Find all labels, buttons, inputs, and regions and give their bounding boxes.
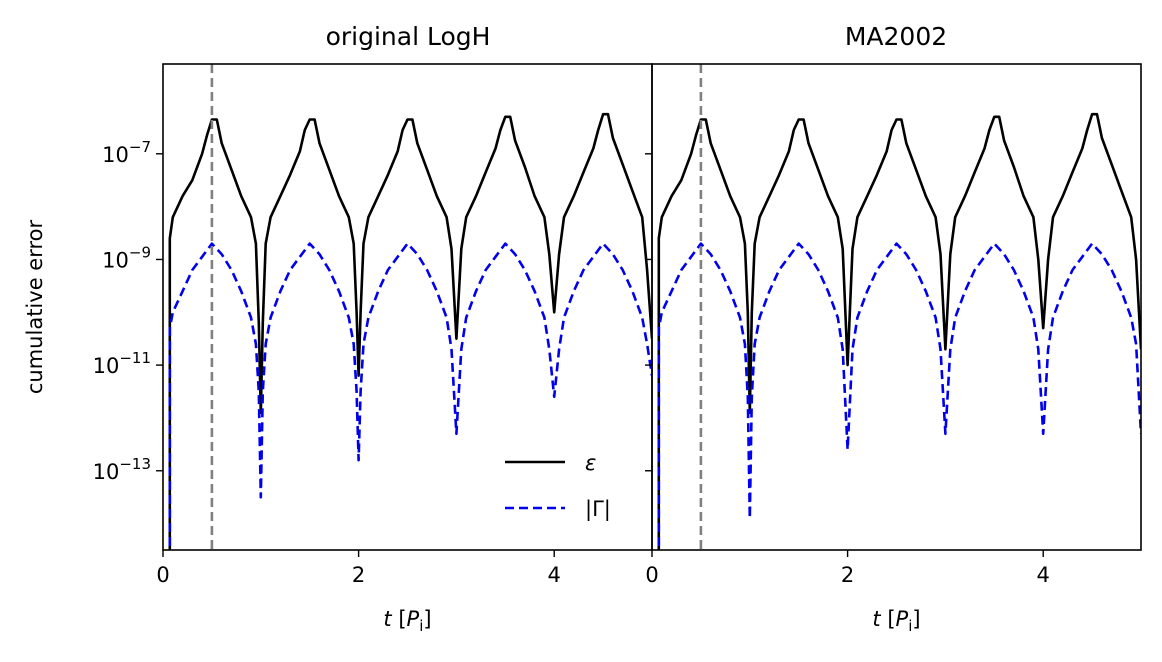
plot-area — [168, 64, 652, 550]
x-tick-label: 0 — [645, 563, 658, 587]
x-tick-label: 2 — [352, 563, 365, 587]
x-axis-label: t [Pi] — [383, 607, 431, 635]
y-tick-label: 10−13 — [93, 455, 151, 484]
x-tick-label: 4 — [1037, 563, 1050, 587]
legend-gamma-label: |Γ| — [585, 497, 611, 522]
axes-frame — [162, 63, 653, 551]
x-tick-label: 2 — [841, 563, 854, 587]
y-axis-label: cumulative error — [23, 220, 47, 395]
x-axis-label: t [Pi] — [872, 607, 920, 635]
x-tick-label: 0 — [156, 563, 169, 587]
x-tick-label: 4 — [548, 563, 561, 587]
legend-epsilon-label: ε — [585, 451, 596, 475]
epsilon-series-line — [657, 112, 1141, 550]
gamma-series-line — [657, 242, 1141, 550]
right-panel-title: MA2002 — [845, 22, 947, 51]
y-tick-label: 10−9 — [102, 243, 151, 272]
y-tick-label: 10−11 — [93, 349, 151, 378]
epsilon-series-line — [168, 112, 652, 550]
y-tick-label: 10−7 — [102, 138, 151, 167]
left-panel: original LogH cumulative error 0 2 4 10−7 10… — [23, 22, 653, 635]
right-panel: MA2002 0 2 4 t [Pi] — [645, 22, 1142, 635]
axes-frame — [651, 63, 1142, 551]
gamma-series-line — [168, 242, 652, 550]
left-panel-title: original LogH — [326, 22, 491, 51]
plot-area — [657, 64, 1141, 550]
